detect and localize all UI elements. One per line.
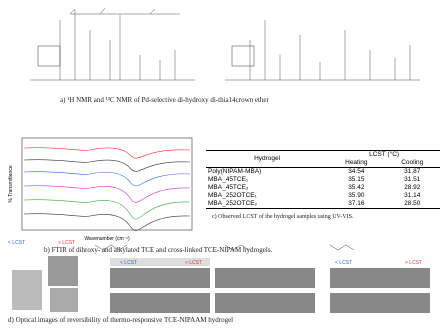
table-cell: 31.87 bbox=[404, 168, 421, 175]
header-cell: Hydrogel bbox=[206, 150, 329, 168]
lcst-label: < LCST bbox=[8, 240, 25, 246]
table-cell: 35.15 bbox=[348, 176, 365, 183]
table-cell: Poly(NIPAM-MBA) bbox=[208, 168, 262, 175]
table-cell: 31.51 bbox=[404, 176, 421, 183]
table-cell: 35.42 bbox=[348, 184, 365, 191]
table-row: MBA_45TCE₂ 35.42 28.92 bbox=[206, 184, 440, 192]
table-cell: MBA_45TCE₁ bbox=[208, 176, 249, 183]
hydrogel-images bbox=[12, 244, 430, 313]
lcst-table: Hydrogel LCST (°C) Heating Cooling Poly(NI… bbox=[206, 150, 440, 209]
table-cell: 31.14 bbox=[404, 192, 421, 199]
table-row: MBA_252OTCE₁ 35.90 31.14 bbox=[206, 192, 440, 200]
nmr-spectra bbox=[30, 7, 420, 81]
table-cell: 28.92 bbox=[404, 184, 421, 191]
table-cell: MBA_252OTCE₁ bbox=[208, 192, 257, 199]
caption: b) FTIR of dihroxy- and alkylated TCE an… bbox=[44, 246, 273, 254]
table-row: Poly(NIPAM-MBA) 34.54 31.87 bbox=[206, 168, 440, 177]
table-cell: MBA_45TCE₂ bbox=[208, 184, 249, 191]
header-cell: Cooling bbox=[401, 159, 424, 166]
table-row: MBA_252OTCE₂ 37.16 28.50 bbox=[206, 200, 440, 209]
y-label: % Transmittance bbox=[8, 165, 14, 202]
table-cell: 35.90 bbox=[348, 192, 365, 199]
table-body: Poly(NIPAM-MBA) 34.54 31.87 MBA_45TCE₁ 35.15… bbox=[206, 168, 440, 209]
table-cell: 34.54 bbox=[348, 168, 365, 175]
caption: c) Observed LCST of the hydrogel samples… bbox=[212, 214, 354, 220]
header-cell: LCST (°C) bbox=[328, 150, 440, 159]
table-row: MBA_45TCE₁ 35.15 31.51 bbox=[206, 176, 440, 184]
lcst-label: > LCST bbox=[405, 260, 422, 266]
x-label: Wavenumber (cm⁻¹) bbox=[84, 236, 130, 242]
header-cell: Heating bbox=[345, 159, 368, 166]
lcst-label: < LCST bbox=[120, 260, 137, 266]
table-cell: MBA_252OTCE₂ bbox=[206, 200, 329, 209]
table-cell: 37.16 bbox=[328, 200, 385, 209]
ftir-plot bbox=[21, 137, 193, 231]
table-cell: 28.50 bbox=[384, 200, 440, 209]
lcst-label: < LCST bbox=[335, 260, 352, 266]
lcst-label: > LCST bbox=[185, 260, 202, 266]
caption: d) Optical images of reversibility of th… bbox=[8, 316, 234, 324]
caption: a) ¹H NMR and ¹³C NMR of Pd-selective di… bbox=[60, 96, 269, 104]
lcst-label: > LCST bbox=[58, 240, 75, 246]
